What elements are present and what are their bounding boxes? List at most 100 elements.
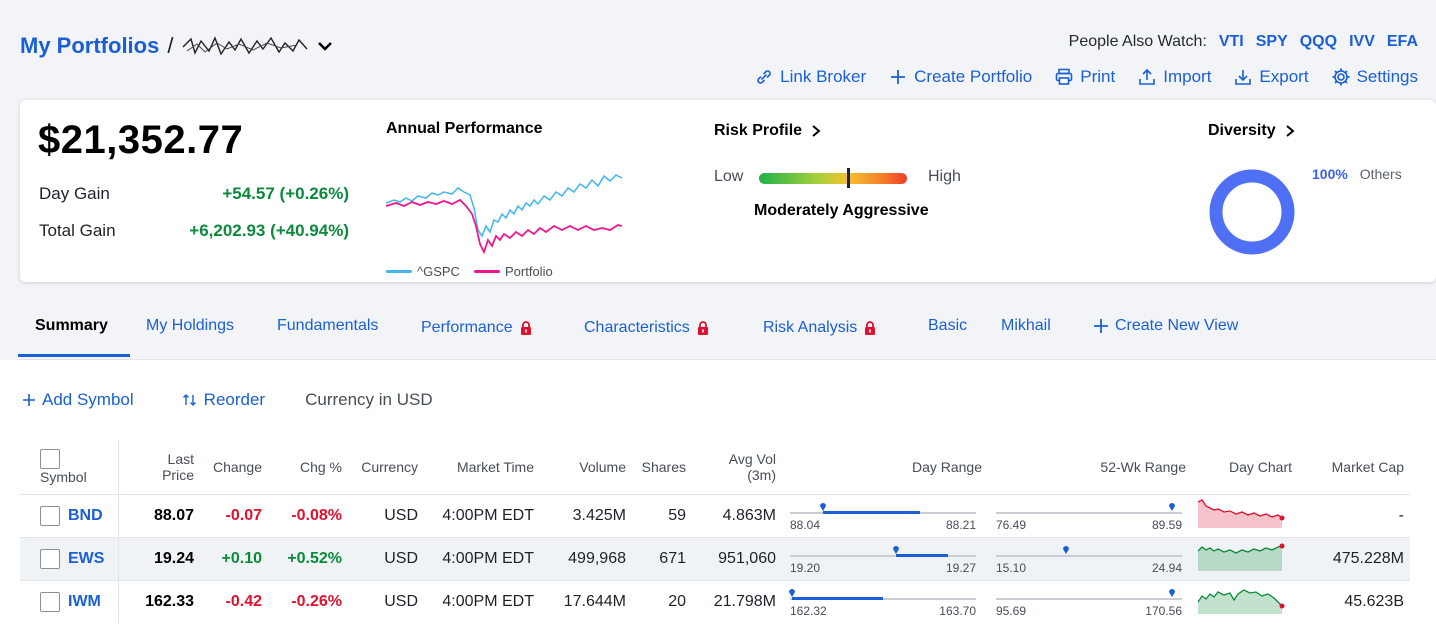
col-volume[interactable]: Volume: [579, 458, 626, 475]
people-also-watch-label: People Also Watch:: [1068, 33, 1207, 50]
risk-profile-link[interactable]: Risk Profile: [714, 122, 822, 140]
day-chart-end-dot: [1279, 515, 1285, 521]
holdings-table: Symbol Last Price Change Chg % Currency …: [20, 440, 1410, 623]
diversity-donut[interactable]: [1208, 168, 1296, 256]
range-track: [996, 511, 1182, 514]
col-symbol[interactable]: Symbol: [20, 440, 119, 494]
col-market-time[interactable]: Market Time: [456, 458, 534, 475]
tab-summary[interactable]: Summary: [35, 317, 108, 335]
chevron-down-icon[interactable]: [315, 36, 335, 56]
col-change[interactable]: Change: [212, 458, 262, 475]
row-checkbox[interactable]: [40, 548, 60, 569]
row-checkbox[interactable]: [40, 591, 60, 612]
day-gain-value: +54.57 (+0.26%): [222, 184, 349, 203]
diversity-link[interactable]: Diversity: [1208, 122, 1296, 140]
lock-icon: [697, 321, 708, 335]
add-symbol-button[interactable]: Add Symbol: [22, 390, 134, 410]
day-chart-sparkline[interactable]: [1197, 584, 1288, 615]
range-fill: [823, 510, 921, 514]
cell-day-range: 19.20 19.27: [782, 536, 988, 580]
print-button[interactable]: Print: [1054, 67, 1115, 87]
day-range-high: 163.70: [939, 603, 976, 618]
export-button[interactable]: Export: [1233, 67, 1309, 87]
col-last-price[interactable]: Last Price: [162, 450, 194, 483]
symbol-link[interactable]: IWM: [68, 592, 101, 610]
cell-52wk-range: 95.69 170.56: [988, 579, 1192, 623]
select-all-checkbox[interactable]: [40, 448, 60, 469]
create-portfolio-button[interactable]: Create Portfolio: [888, 67, 1032, 87]
day-chart-end-dot: [1279, 603, 1285, 609]
tab-create-new-view-label: Create New View: [1115, 317, 1239, 334]
annual-performance[interactable]: Annual Performance ^GSPC Portfolio: [386, 120, 636, 279]
lock-icon: [520, 321, 531, 335]
diversity-percent: 100%: [1312, 166, 1348, 182]
col-shares[interactable]: Shares: [641, 458, 686, 475]
watch-ticker-qqq[interactable]: QQQ: [1299, 33, 1338, 50]
settings-button[interactable]: Settings: [1331, 67, 1418, 87]
tab-summary-label: Summary: [35, 317, 108, 334]
col-52wk-range[interactable]: 52-Wk Range: [1100, 458, 1186, 475]
watch-ticker-spy[interactable]: SPY: [1255, 33, 1288, 50]
day-chart-end-dot: [1279, 543, 1285, 549]
cell-day-range: 88.04 88.21: [782, 493, 988, 537]
symbol-link[interactable]: EWS: [68, 549, 105, 567]
sort-arrows-icon: [182, 394, 196, 406]
create-portfolio-label: Create Portfolio: [914, 67, 1033, 86]
link-broker-button[interactable]: Link Broker: [754, 67, 866, 87]
col-chg-pct[interactable]: Chg %: [299, 458, 342, 475]
col-avg-vol[interactable]: Avg Vol (3m): [728, 450, 776, 483]
cell-market-cap: 45.623B: [1298, 579, 1410, 623]
day-range-bar: 88.04 88.21: [788, 496, 978, 536]
cell-last-price: 162.33: [118, 579, 200, 623]
reorder-button[interactable]: Reorder: [182, 390, 265, 410]
breadcrumb: My Portfolios /: [20, 33, 335, 59]
day-chart-sparkline[interactable]: [1197, 541, 1288, 571]
tab-risk-analysis[interactable]: Risk Analysis: [763, 319, 877, 337]
row-checkbox[interactable]: [40, 505, 60, 526]
range-track: [996, 597, 1182, 600]
range-track: [996, 554, 1182, 557]
tab-basic-label: Basic: [928, 317, 968, 334]
wk52-range-bar: 76.49 89.59: [994, 496, 1184, 536]
day-chart-sparkline[interactable]: [1197, 498, 1288, 528]
redacted-portfolio-name[interactable]: [181, 35, 311, 57]
table-row[interactable]: BND 88.07 -0.07 -0.08% USD 4:00PM EDT 3.…: [20, 493, 1410, 537]
tab-my-holdings[interactable]: My Holdings: [146, 317, 234, 335]
cell-chg-pct: -0.26%: [268, 579, 348, 623]
watch-ticker-vti[interactable]: VTI: [1218, 33, 1244, 50]
cell-last-price: 88.07: [118, 493, 200, 537]
col-currency[interactable]: Currency: [361, 458, 418, 475]
tab-characteristics[interactable]: Characteristics: [584, 319, 710, 337]
wk52-range-low: 95.69: [996, 603, 1027, 618]
watch-ticker-ivv[interactable]: IVV: [1349, 33, 1375, 50]
cell-change: -0.42: [200, 579, 268, 623]
import-button[interactable]: Import: [1137, 67, 1211, 87]
table-row[interactable]: IWM 162.33 -0.42 -0.26% USD 4:00PM EDT 1…: [20, 579, 1410, 623]
risk-level: Moderately Aggressive: [754, 202, 929, 219]
my-portfolios-link[interactable]: My Portfolios: [20, 33, 160, 58]
tab-performance[interactable]: Performance: [421, 319, 533, 337]
position-pin-icon: [788, 588, 795, 597]
cell-currency: USD: [348, 493, 424, 537]
table-toolbar: Add Symbol Reorder Currency in USD: [22, 390, 433, 410]
col-market-cap[interactable]: Market Cap: [1331, 458, 1404, 475]
symbol-link[interactable]: BND: [68, 506, 103, 524]
table-row[interactable]: EWS 19.24 +0.10 +0.52% USD 4:00PM EDT 49…: [20, 536, 1410, 580]
cell-volume: 3.425M: [540, 493, 632, 537]
cell-52wk-range: 76.49 89.59: [988, 493, 1192, 537]
col-day-chart[interactable]: Day Chart: [1228, 458, 1292, 475]
cell-52wk-range: 15.10 24.94: [988, 536, 1192, 580]
tab-basic[interactable]: Basic: [928, 317, 967, 335]
col-day-range[interactable]: Day Range: [911, 458, 982, 475]
tab-mikhail[interactable]: Mikhail: [1001, 317, 1051, 335]
watch-ticker-efa[interactable]: EFA: [1386, 33, 1418, 50]
col-symbol-label: Symbol: [40, 468, 87, 485]
table-header-row: Symbol Last Price Change Chg % Currency …: [20, 440, 1410, 494]
cell-day-chart: [1192, 493, 1298, 537]
currency-note: Currency in USD: [305, 390, 433, 409]
tab-create-new-view[interactable]: Create New View: [1093, 317, 1238, 335]
tab-mikhail-label: Mikhail: [1001, 317, 1051, 334]
total-gain-row: Total Gain +6,202.93 (+40.94%): [39, 221, 349, 241]
risk-marker: [847, 168, 850, 188]
tab-fundamentals[interactable]: Fundamentals: [277, 317, 378, 335]
